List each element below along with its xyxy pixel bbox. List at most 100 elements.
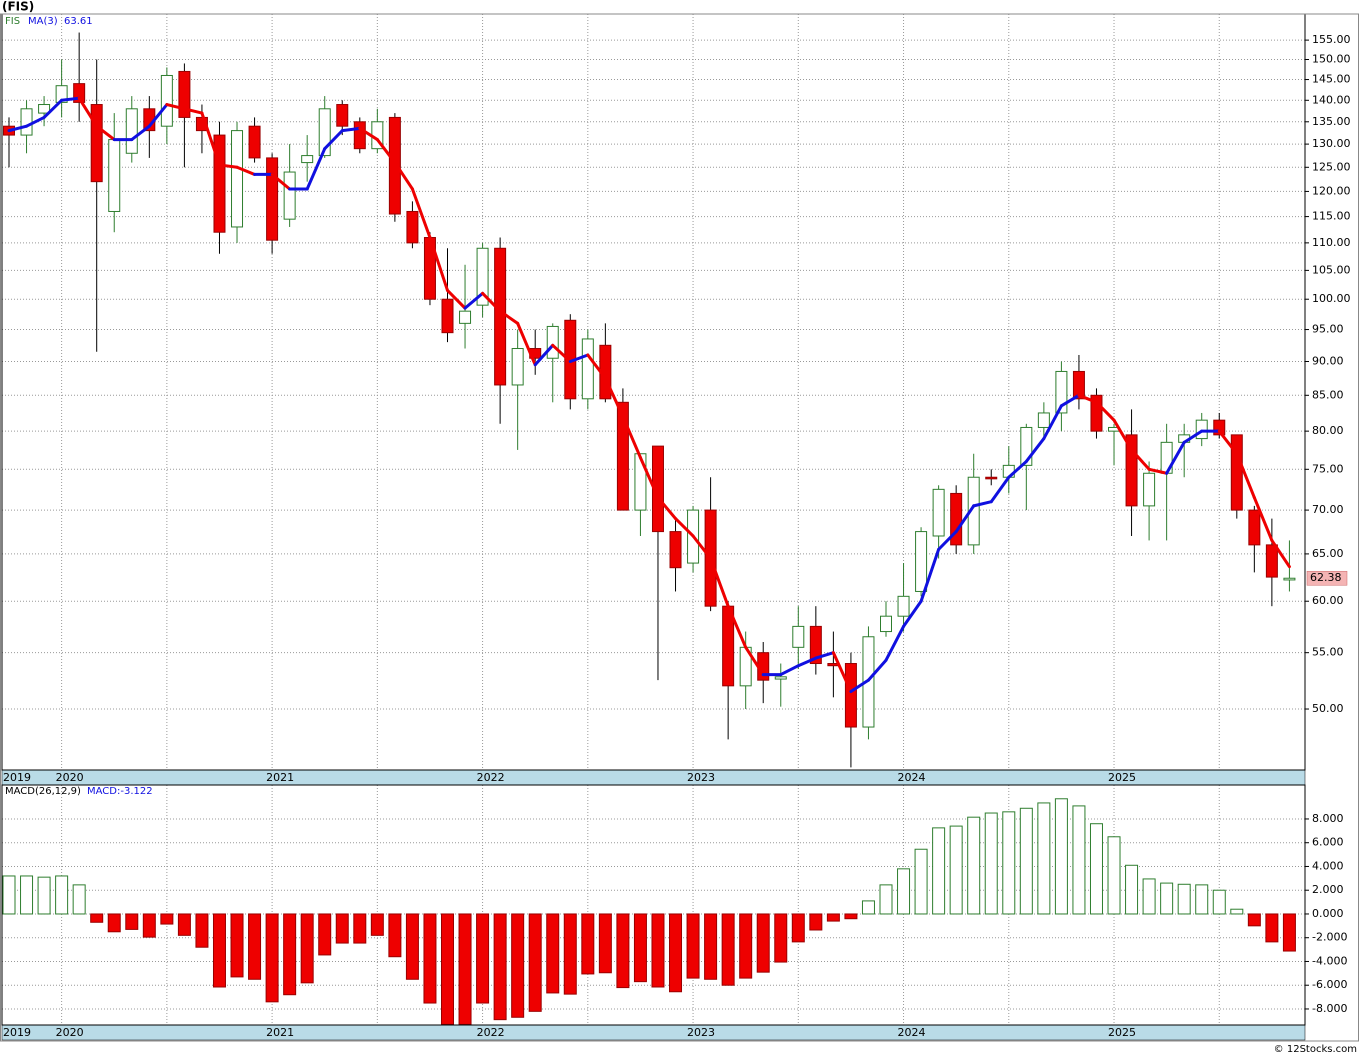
macd-bar xyxy=(300,913,314,984)
macd-bar xyxy=(230,913,244,978)
candle-body xyxy=(1072,370,1085,400)
x-tick-label: 2024 xyxy=(898,1026,926,1039)
candle-body xyxy=(1090,394,1103,432)
candle-body xyxy=(1195,419,1208,440)
candle-body xyxy=(388,116,401,215)
y-tick-label: 95.00 xyxy=(1312,323,1344,336)
macd-bar xyxy=(90,913,104,923)
candle-body xyxy=(336,104,349,127)
macd-bar xyxy=(967,816,981,915)
y-tick-label: 105.00 xyxy=(1312,263,1351,276)
macd-bar xyxy=(686,913,700,979)
macd-bar xyxy=(1125,864,1139,915)
ma-segment xyxy=(428,236,449,292)
ma-segment xyxy=(498,309,520,325)
ma-segment xyxy=(358,126,379,142)
candle-body xyxy=(546,325,559,359)
x-tick-label: 2022 xyxy=(477,1026,505,1039)
macd-bar xyxy=(1160,882,1174,915)
ma-segment xyxy=(147,103,169,128)
x-tick-label: 2019 xyxy=(3,771,31,784)
candle-body xyxy=(950,492,963,546)
candle-body xyxy=(1283,577,1296,581)
candle-body xyxy=(1230,434,1243,511)
macd-bar xyxy=(160,913,174,925)
ma-segment xyxy=(130,124,151,142)
y-tick-label: 55.00 xyxy=(1312,646,1344,659)
macd-bar xyxy=(774,913,788,963)
ma-segment xyxy=(393,161,414,191)
y-tick-label: 60.00 xyxy=(1312,594,1344,607)
y-tick-label: -8.000 xyxy=(1312,1002,1347,1015)
credit: © 12Stocks.com xyxy=(1274,1044,1357,1055)
macd-bar xyxy=(721,913,735,986)
macd-bar xyxy=(1002,811,1016,915)
candle-body xyxy=(880,615,892,633)
ma-segment xyxy=(621,415,642,460)
macd-bar xyxy=(212,913,226,988)
ma-segment xyxy=(1235,452,1256,500)
y-tick-label: 70.00 xyxy=(1312,503,1344,516)
candle-body xyxy=(160,74,173,127)
candle-body xyxy=(634,453,647,511)
ma-segment xyxy=(1007,459,1028,479)
ma-segment xyxy=(744,645,765,677)
x-tick-label: 2022 xyxy=(477,771,505,784)
ma-segment xyxy=(182,107,204,115)
candle-body xyxy=(616,401,629,511)
ma-segment xyxy=(1182,429,1204,444)
ma-segment xyxy=(779,664,800,677)
y-tick-label: 4.000 xyxy=(1312,859,1344,872)
macd-bar xyxy=(669,913,683,993)
candle-body xyxy=(20,108,33,136)
ma-segment xyxy=(77,96,99,128)
ma-segment xyxy=(375,138,397,165)
ma-segment xyxy=(638,456,660,500)
ma-segment xyxy=(726,604,748,649)
candle-body xyxy=(985,476,998,480)
macd-bar xyxy=(511,913,525,1018)
candle-body xyxy=(844,663,857,728)
legend-macd-name: MACD(26,12,9) xyxy=(5,786,81,797)
macd-bar xyxy=(335,913,349,944)
macd-bar xyxy=(616,913,630,989)
candle-body xyxy=(669,531,682,569)
ma-segment xyxy=(1024,437,1046,463)
candle-body xyxy=(125,108,138,154)
macd-bar xyxy=(598,913,612,974)
ma-segment xyxy=(1270,538,1291,569)
y-tick-label: 145.00 xyxy=(1312,73,1351,86)
ma-segment xyxy=(95,124,116,142)
ma-segment xyxy=(586,353,607,380)
candle-body xyxy=(1020,426,1033,466)
ma-segment xyxy=(340,126,362,133)
candle-body xyxy=(353,121,366,150)
macd-bar xyxy=(932,827,946,915)
candle-body xyxy=(406,210,419,244)
macd-bar xyxy=(1177,883,1191,915)
macd-bar xyxy=(633,913,647,983)
y-tick-label: 120.00 xyxy=(1312,184,1351,197)
ma-segment xyxy=(568,353,590,364)
ma-segment xyxy=(814,651,835,660)
y-tick-label: -4.000 xyxy=(1312,954,1347,967)
macd-bar xyxy=(1142,878,1156,915)
macd-bar xyxy=(493,913,507,1021)
ma-segment xyxy=(709,556,730,608)
macd-bar xyxy=(704,913,718,980)
macd-bar xyxy=(107,913,121,933)
macd-bar xyxy=(1195,884,1209,915)
ma-segment xyxy=(902,599,923,628)
macd-bar xyxy=(1054,798,1068,915)
ma-segment xyxy=(954,504,976,534)
candle-body xyxy=(90,104,103,183)
candle-body xyxy=(318,108,331,157)
legend-ma-value: 63.61 xyxy=(64,16,93,27)
ma-segment xyxy=(516,321,537,367)
macd-bar xyxy=(370,913,384,936)
macd-bar xyxy=(949,825,963,915)
candle-body xyxy=(581,338,594,400)
candle-body xyxy=(1213,419,1226,436)
ma-segment xyxy=(796,656,818,668)
